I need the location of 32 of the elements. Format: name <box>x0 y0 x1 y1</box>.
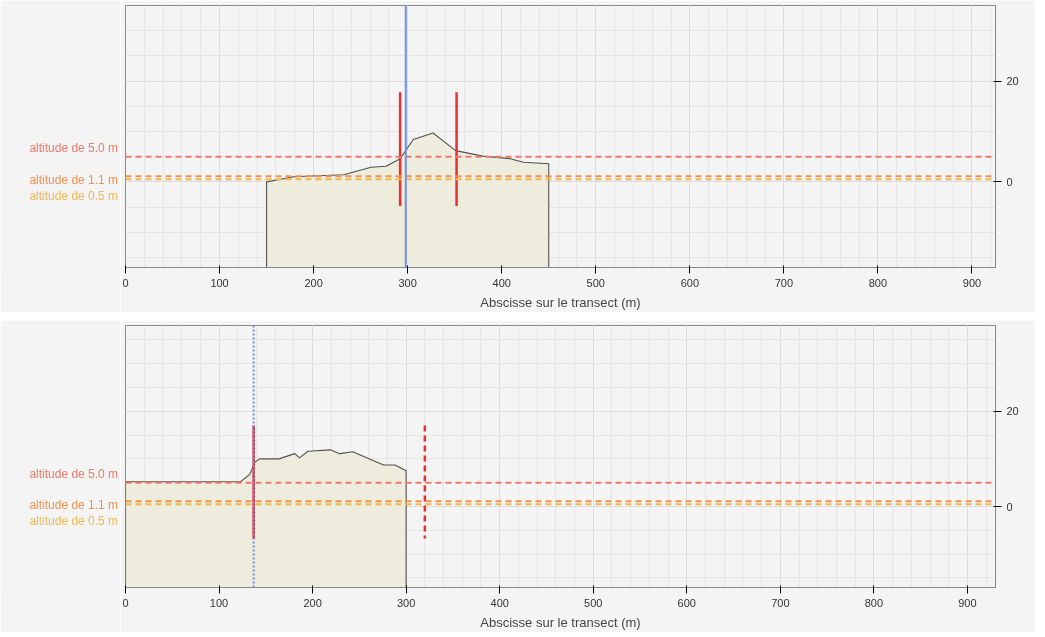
y-tick-label: 0 <box>1006 175 1013 188</box>
x-tick-label: 700 <box>774 276 794 289</box>
y-tick-label: 20 <box>1006 75 1019 88</box>
x-tick-label: 100 <box>209 596 229 609</box>
x-tick-label: 0 <box>122 596 129 609</box>
x-tick-label: 400 <box>490 596 509 609</box>
x-tick-label: 900 <box>958 596 977 609</box>
x-tick-label: 300 <box>398 276 417 289</box>
ref-line-label: altitude de 1.1 m <box>29 498 119 513</box>
x-axis-title: Abscisse sur le transect (m) <box>480 294 641 310</box>
ref-line-label: altitude de 5.0 m <box>29 466 119 481</box>
ref-line-label: altitude de 5.0 m <box>29 140 119 155</box>
y-tick-label: 0 <box>1006 500 1013 513</box>
x-tick-label: 600 <box>680 276 700 289</box>
ref-line-label: altitude de 0.5 m <box>29 189 119 204</box>
x-tick-label: 200 <box>303 596 322 609</box>
x-tick-label: 400 <box>492 276 511 289</box>
y-tick-label: 20 <box>1006 405 1019 418</box>
x-tick-label: 800 <box>868 276 888 289</box>
x-tick-label: 600 <box>677 596 696 609</box>
x-tick-label: 700 <box>771 596 790 609</box>
ref-line-label: altitude de 0.5 m <box>29 514 119 529</box>
x-tick-label: 500 <box>584 596 603 609</box>
x-tick-label: 100 <box>210 276 229 289</box>
x-tick-label: 800 <box>864 596 884 609</box>
x-tick-label: 900 <box>962 276 982 289</box>
x-tick-label: 0 <box>122 276 129 289</box>
ref-line-label: altitude de 1.1 m <box>29 173 119 188</box>
x-tick-label: 300 <box>396 596 416 609</box>
x-tick-label: 200 <box>304 276 323 289</box>
x-axis-title: Abscisse sur le transect (m) <box>480 614 641 630</box>
x-tick-label: 500 <box>586 276 605 289</box>
